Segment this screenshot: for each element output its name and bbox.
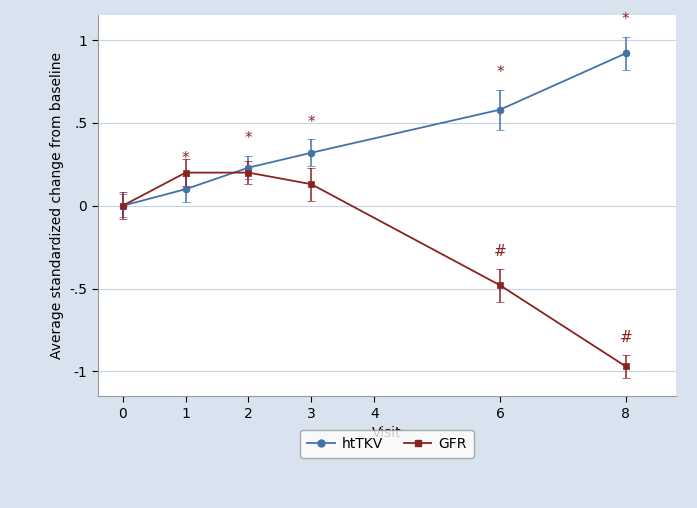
Text: *: * xyxy=(245,131,252,146)
Text: #: # xyxy=(493,244,507,259)
Text: *: * xyxy=(622,12,629,27)
Text: *: * xyxy=(182,151,190,166)
Y-axis label: Average standardized change from baseline: Average standardized change from baselin… xyxy=(49,52,63,359)
Text: *: * xyxy=(496,65,504,80)
Legend: htTKV, GFR: htTKV, GFR xyxy=(300,430,474,458)
Text: *: * xyxy=(307,114,315,130)
X-axis label: Visit: Visit xyxy=(372,426,401,440)
Text: #: # xyxy=(620,330,632,345)
